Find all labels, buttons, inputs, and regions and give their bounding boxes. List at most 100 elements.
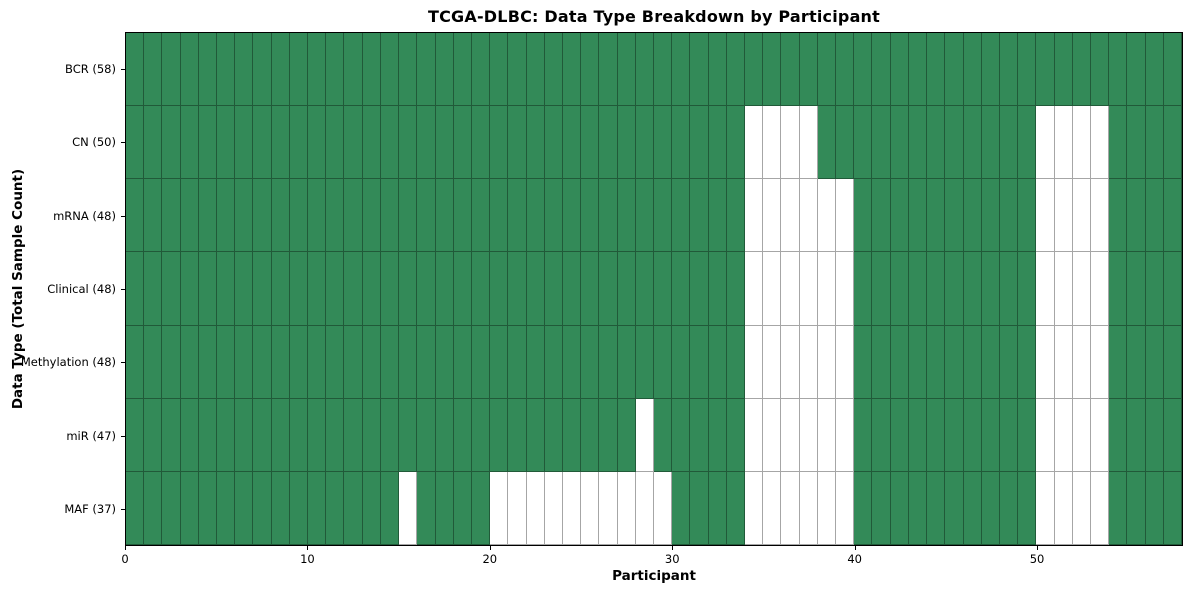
heatmap-cell [763, 398, 782, 472]
heatmap-cell [1036, 325, 1055, 399]
heatmap-cell [289, 106, 309, 180]
heatmap-cell [1036, 252, 1055, 326]
heatmap-cell [908, 179, 928, 253]
heatmap-cell [945, 398, 964, 472]
heatmap-cell [981, 33, 1000, 107]
heatmap-cell [380, 252, 400, 326]
heatmap-cell [708, 252, 727, 326]
heatmap-cell [1145, 33, 1164, 107]
heatmap-cell [999, 471, 1019, 545]
heatmap-cell [817, 471, 837, 545]
heatmap-cell [235, 398, 254, 472]
heatmap-cell [745, 252, 764, 326]
heatmap-cell [1072, 252, 1091, 326]
heatmap-cell [417, 325, 436, 399]
heatmap-cell [308, 471, 327, 545]
heatmap-cell [526, 325, 545, 399]
heatmap-cell [635, 33, 654, 107]
heatmap-cell [1145, 179, 1164, 253]
heatmap-cell [799, 325, 818, 399]
heatmap-cell [999, 33, 1019, 107]
heatmap-cell [144, 325, 163, 399]
heatmap-cell [344, 398, 363, 472]
heatmap-cell [471, 106, 491, 180]
heatmap-cell [180, 179, 199, 253]
heatmap-cell [326, 325, 345, 399]
heatmap-cell [781, 179, 800, 253]
heatmap-cell [635, 471, 654, 545]
heatmap-cell [271, 252, 290, 326]
heatmap-cell [1127, 398, 1146, 472]
x-axis-ticks: 0 10 20 30 40 50 [121, 546, 1183, 586]
heatmap-cell [253, 252, 272, 326]
heatmap-cell [854, 471, 873, 545]
heatmap-cell [362, 106, 381, 180]
heatmap-cell [872, 33, 891, 107]
heatmap-cell [854, 398, 873, 472]
heatmap-cell [217, 252, 236, 326]
heatmap-cell [326, 398, 345, 472]
heatmap-cell [180, 33, 199, 107]
heatmap-cell [526, 252, 545, 326]
heatmap-cell [453, 471, 472, 545]
heatmap-cell [490, 106, 509, 180]
x-tick-label: 0 [121, 552, 129, 566]
heatmap-cell [763, 179, 782, 253]
heatmap-cell [326, 252, 345, 326]
heatmap-cell [253, 106, 272, 180]
heatmap-cell [180, 106, 199, 180]
heatmap-cell [945, 179, 964, 253]
heatmap-cell [890, 106, 909, 180]
heatmap-cell [963, 179, 982, 253]
heatmap-cell [799, 471, 818, 545]
heatmap-cell [927, 33, 946, 107]
heatmap-cell [526, 106, 545, 180]
heatmap-cell [963, 106, 982, 180]
heatmap-cell [599, 179, 618, 253]
heatmap-cell [271, 398, 290, 472]
heatmap-cell [836, 179, 855, 253]
heatmap-cell [490, 33, 509, 107]
heatmap-cell [1127, 252, 1146, 326]
heatmap-cell [781, 252, 800, 326]
heatmap-cell [326, 33, 345, 107]
heatmap-cell [562, 33, 582, 107]
heatmap-cell [635, 106, 654, 180]
heatmap-cell [126, 179, 145, 253]
heatmap-cell [672, 106, 691, 180]
heatmap-cell [872, 325, 891, 399]
heatmap-cell [1036, 179, 1055, 253]
heatmap-cell [362, 398, 381, 472]
heatmap-cell [344, 252, 363, 326]
heatmap-cell [872, 179, 891, 253]
heatmap-cell [927, 471, 946, 545]
heatmap-cell [362, 179, 381, 253]
heatmap-cell [562, 252, 582, 326]
heatmap-cell [708, 398, 727, 472]
heatmap-cell [1163, 398, 1182, 472]
heatmap-cell [362, 252, 381, 326]
heatmap-cell [271, 179, 290, 253]
heatmap-cell [1145, 106, 1164, 180]
y-tick-mark [121, 435, 125, 437]
heatmap-cell [690, 179, 709, 253]
heatmap-cell [399, 471, 418, 545]
heatmap-cell [872, 252, 891, 326]
heatmap-cell [308, 106, 327, 180]
heatmap-cell [1036, 471, 1055, 545]
heatmap-cell [1109, 179, 1128, 253]
heatmap-cell [471, 471, 491, 545]
heatmap-cell [945, 252, 964, 326]
heatmap-cell [653, 471, 673, 545]
heatmap-cell [981, 252, 1000, 326]
heatmap-cell [253, 471, 272, 545]
heatmap-cell [380, 398, 400, 472]
heatmap-cell [1072, 471, 1091, 545]
heatmap-cell [471, 252, 491, 326]
heatmap-cell [344, 325, 363, 399]
heatmap-cell [999, 325, 1019, 399]
heatmap-cell [1036, 33, 1055, 107]
heatmap-cell [471, 325, 491, 399]
heatmap-cell [308, 398, 327, 472]
heatmap-cell [1090, 33, 1110, 107]
